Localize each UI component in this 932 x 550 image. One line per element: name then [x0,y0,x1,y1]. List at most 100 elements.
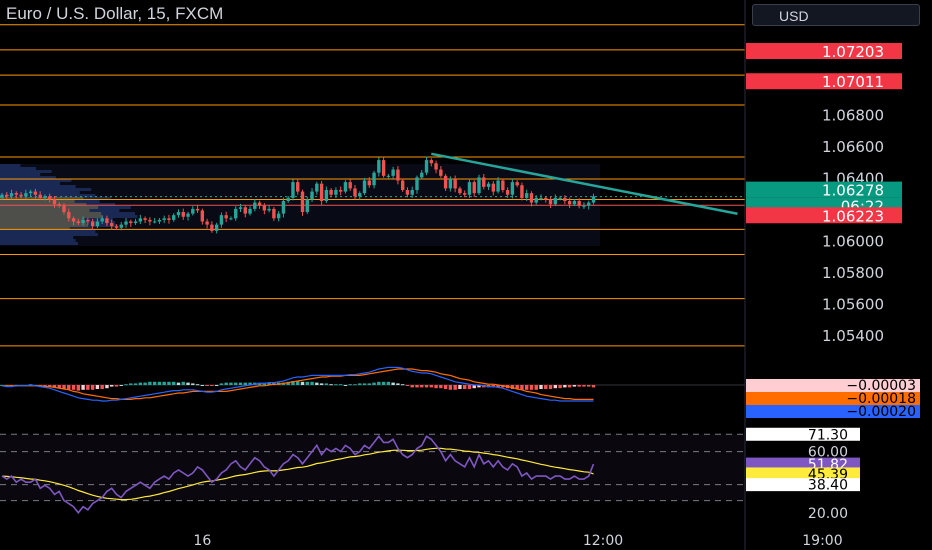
macd-signal-line [2,368,594,400]
macd-hist-bar [329,384,333,386]
candle-body [462,193,467,195]
macd-hist-bar [353,384,357,386]
macd-hist-bar [525,385,529,390]
candle-body [272,208,276,219]
rsi-axis-tick: 60.00 [808,445,848,461]
volume-profile-bar [0,167,36,170]
macd-hist-bar [71,385,76,390]
candle-body [267,208,271,211]
macd-value-label-box [746,392,920,405]
macd-hist-bar [95,385,100,389]
macd-hist-bar [553,385,558,389]
volume-profile-bar-poc [0,212,102,215]
macd-hist-bar [424,385,429,388]
candle-body [162,218,166,220]
macd-hist-bar [558,385,562,389]
macd-hist-bar [544,385,548,389]
macd-hist-bar [591,385,596,388]
candle-body [195,208,200,211]
candle-body [28,191,33,194]
candle-body [367,180,371,186]
macd-hist-bar [348,384,352,386]
volume-profile-bar-poc [0,218,85,221]
macd-hist-bar [52,385,57,388]
macd-hist-bar [157,381,162,385]
macd-hist-bar [520,385,524,390]
macd-hist-bar [539,385,543,389]
candle-body [429,160,433,164]
macd-hist-bar [296,381,300,385]
candle-body [71,218,76,222]
volume-profile-bar [0,170,52,173]
candle-body [138,218,143,222]
candle-body [520,185,524,198]
macd-hist-bar [191,383,195,385]
candle-body [386,175,391,177]
macd-hist-bar [219,383,224,385]
macd-hist-bar [563,385,567,388]
volume-profile-bar-poc [0,221,87,224]
candle-body [496,180,500,192]
rsi-value-label-box [746,478,860,492]
candle-body [443,175,448,189]
volume-profile-bar [0,164,21,167]
candle-body [43,196,47,198]
candle-body [57,204,61,206]
candle-body [572,201,577,205]
candle-body [95,221,100,227]
candle-body [410,190,414,195]
candle-body [119,224,123,228]
candle-body [472,182,476,194]
candle-body [0,194,4,198]
macd-hist-bar [43,385,47,386]
candle-body [110,223,114,227]
candle-body [286,197,290,202]
macd-line [1,366,594,402]
volume-profile-bar [0,173,41,176]
macd-hist-bar [391,382,395,385]
candle-body [52,199,57,205]
candle-body [381,160,386,176]
volume-profile-bar [0,242,78,245]
candle-body [558,197,562,199]
macd-hist-bar [229,382,233,385]
macd-hist-bar [582,385,586,387]
candle-body [529,193,534,203]
macd-hist-bar [305,381,309,385]
macd-hist-bar [572,385,577,387]
candle-body [296,182,300,192]
macd-hist-bar [176,382,181,385]
macd-hist-bar [214,385,219,386]
rsi-line [1,434,595,515]
currency-selector[interactable]: USD [752,4,920,26]
rsi-value-label: 38.40 [808,478,848,494]
macd-hist-bar [181,381,185,385]
price-label-text: 1.07203 [822,43,884,61]
volume-profile-bar [0,221,116,224]
candle-body [343,182,348,192]
price-label-box [746,73,902,90]
macd-hist-bar [400,384,405,386]
macd-hist-bar [100,385,104,389]
candle-body [167,218,171,220]
macd-hist-bar [515,385,519,389]
candle-body [358,193,362,197]
candle-body [19,194,23,197]
trendline [431,152,738,215]
macd-hist-bar [496,385,500,388]
macd-hist-bar [458,385,462,389]
candle-body [467,182,472,195]
macd-hist-bar [472,385,476,389]
volume-profile-bar [0,233,98,236]
price-label-text: 1.06278 [822,182,884,200]
macd-hist-bar [186,382,190,385]
price-label-text: 1.06223 [822,207,884,225]
candle-body [544,197,548,200]
candle-body [319,183,324,202]
macd-hist-bar [110,385,114,387]
macd-hist-bar [310,381,314,385]
candle-body [86,219,90,222]
rsi-ma-line [1,447,594,501]
candle-body [458,188,462,194]
